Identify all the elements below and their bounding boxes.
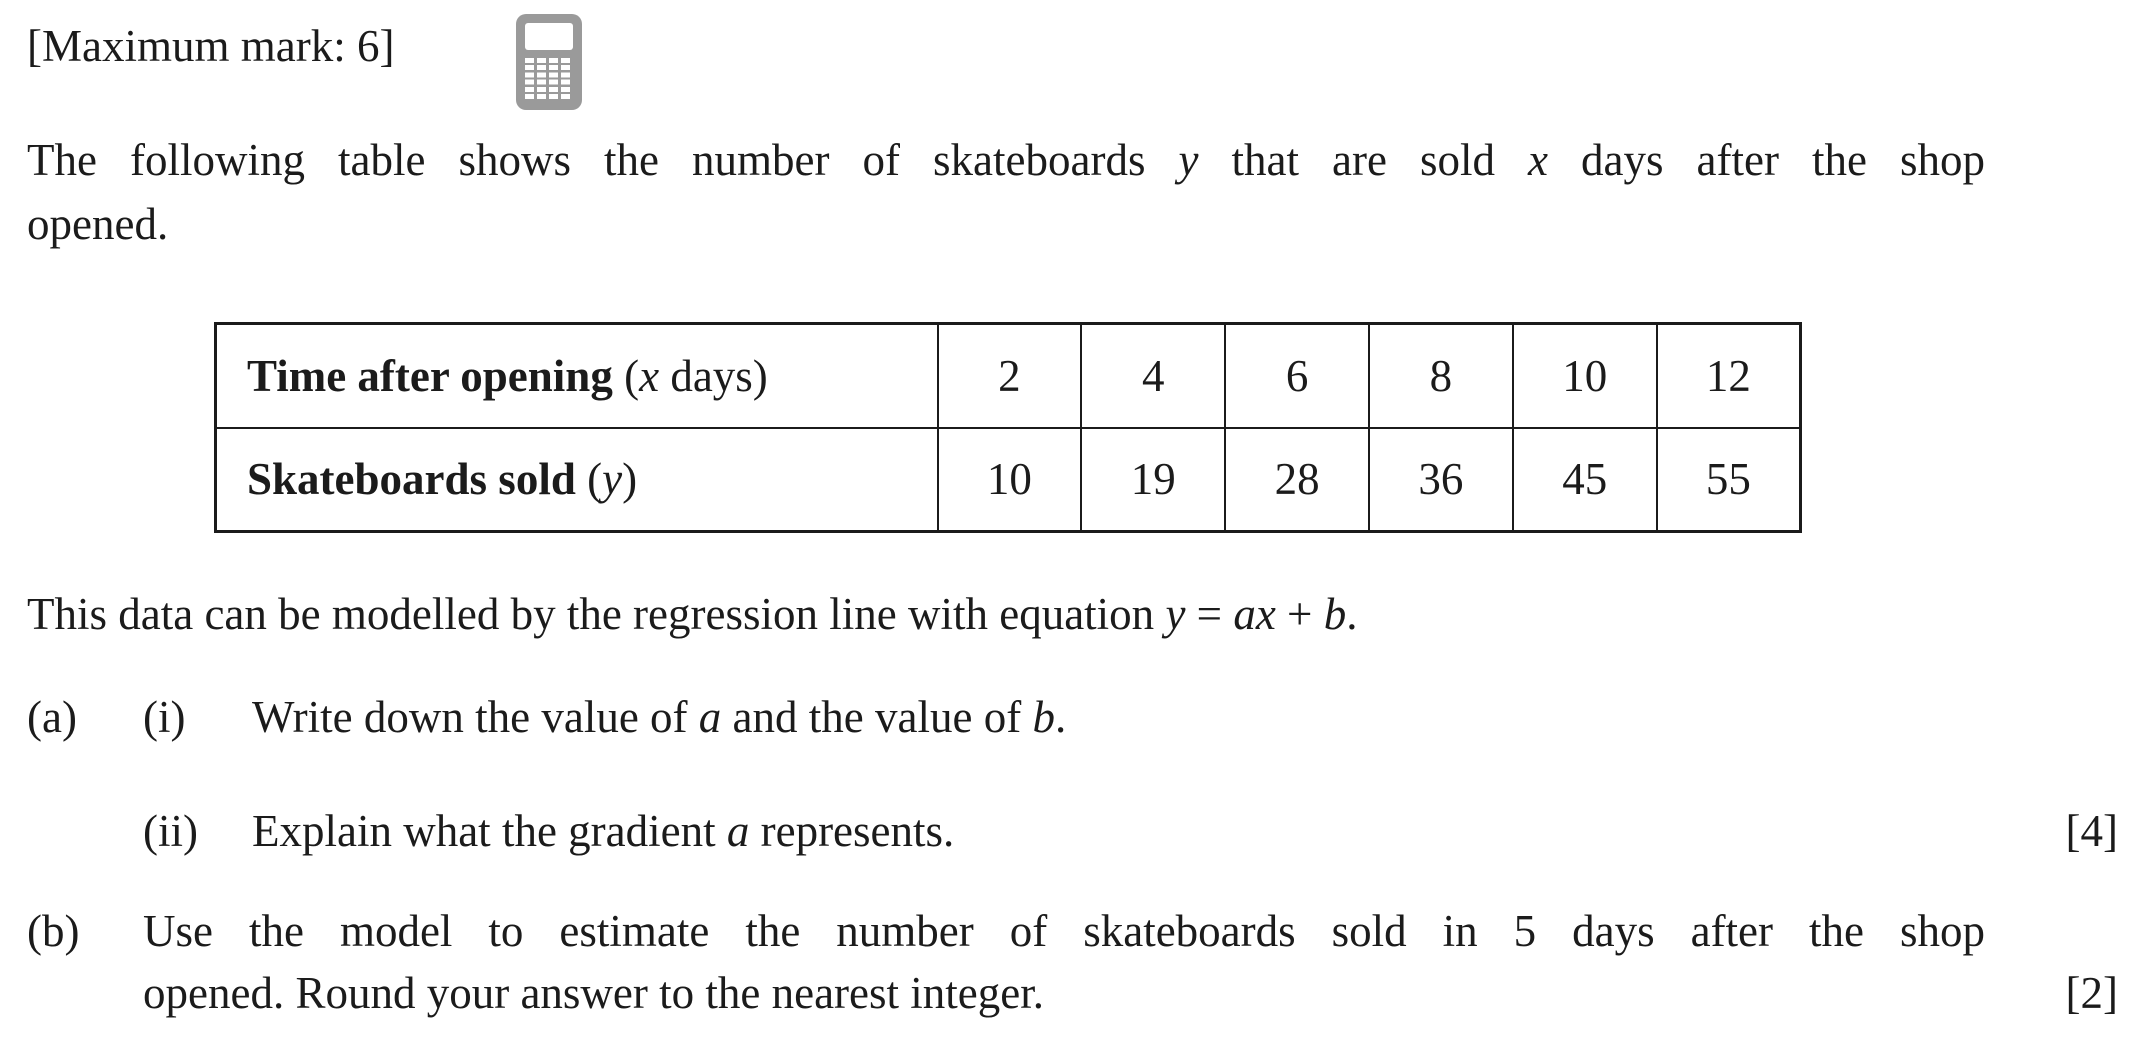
intro-paragraph: The following table shows the number of … (27, 128, 1985, 256)
intro-text: that are sold (1198, 135, 1528, 185)
variable-ax: ax (1233, 589, 1276, 639)
part-b-text: Use the model to estimate the number of … (143, 900, 1985, 1024)
part-a-ii-number: (ii) (143, 806, 198, 856)
part-a-i-text: Write down the value of a and the value … (252, 686, 2125, 748)
variable-x: x (639, 350, 660, 401)
mark-badge-b: [2] (2065, 968, 2118, 1018)
model-statement: This data can be modelled by the regress… (27, 588, 1357, 640)
part-a-ii-text-seg: represents. (749, 806, 955, 856)
y-value-cell: 10 (936, 426, 1083, 533)
question-part-a-i: (a) (i) Write down the value of a and th… (27, 686, 2125, 748)
variable-x: x (1528, 135, 1548, 185)
part-a-i-text-seg: and the value of (721, 692, 1033, 742)
row-header-skateboards-label: Skateboards sold (247, 454, 576, 505)
question-part-a-ii: (ii) Explain what the gradient a represe… (27, 800, 2125, 862)
variable-b: b (1323, 589, 1347, 639)
intro-text: The following table shows the number of … (27, 135, 1179, 185)
x-value-cell: 8 (1367, 322, 1514, 429)
part-a-ii-text: Explain what the gradient a represents. (252, 800, 2125, 862)
row-header-skateboards-paren: ( (575, 454, 603, 505)
row-header-skateboards: Skateboards sold (y) (214, 426, 939, 533)
variable-b: b (1032, 692, 1055, 742)
variable-a: a (726, 806, 750, 856)
variable-y: y (1178, 135, 1199, 185)
part-a-number: (a) (27, 692, 77, 742)
table-row-skateboards: Skateboards sold (y) 10 19 28 36 45 55 (214, 426, 1802, 533)
calculator-screen (525, 23, 573, 50)
equals-sign: = (1185, 589, 1234, 639)
part-b-line-2: opened. Round your answer to the nearest… (143, 968, 1044, 1018)
period: . (1346, 589, 1358, 639)
calculator-keys (525, 58, 573, 101)
y-value-cell: 55 (1655, 426, 1802, 533)
maximum-mark-label: [Maximum mark: 6] (27, 21, 395, 71)
row-header-time-paren: ( (612, 350, 640, 401)
part-b-number: (b) (27, 906, 80, 956)
question-part-b: (b) Use the model to estimate the number… (27, 900, 2125, 1024)
part-b-line-1: Use the model to estimate the number of … (143, 906, 1985, 956)
x-value-cell: 6 (1224, 322, 1370, 429)
row-header-time-unit: days) (659, 350, 768, 401)
plus-sign: + (1275, 589, 1324, 639)
part-a-ii-text-seg: Explain what the gradient (252, 806, 727, 856)
variable-a: a (698, 692, 722, 742)
y-value-cell: 36 (1367, 426, 1514, 533)
y-value-cell: 28 (1224, 426, 1370, 533)
part-a-i-text-seg: . (1054, 692, 1067, 742)
y-value-cell: 19 (1080, 426, 1227, 533)
x-value-cell: 2 (936, 322, 1083, 429)
data-table: Time after opening (x days) 2 4 6 8 10 1… (214, 322, 1802, 533)
intro-line-1: The following table shows the number of … (27, 128, 1985, 192)
row-header-skateboards-paren-close: ) (622, 454, 638, 505)
mark-badge-a: [4] (2065, 806, 2118, 856)
row-header-time: Time after opening (x days) (214, 322, 939, 429)
calculator-icon (516, 14, 582, 110)
table-row-time: Time after opening (x days) 2 4 6 8 10 1… (214, 322, 1802, 429)
part-a-i-number: (i) (143, 692, 186, 742)
y-value-cell: 45 (1511, 426, 1658, 533)
variable-y: y (1165, 589, 1186, 639)
x-value-cell: 4 (1080, 322, 1227, 429)
x-value-cell: 10 (1511, 322, 1658, 429)
model-text: This data can be modelled by the regress… (27, 589, 1166, 639)
x-value-cell: 12 (1655, 322, 1802, 429)
part-a-i-text-seg: Write down the value of (252, 692, 699, 742)
row-header-time-label: Time after opening (247, 350, 613, 401)
intro-text: days after the shop (1547, 135, 1985, 185)
variable-y: y (602, 454, 623, 505)
intro-line-2: opened. (27, 199, 169, 249)
